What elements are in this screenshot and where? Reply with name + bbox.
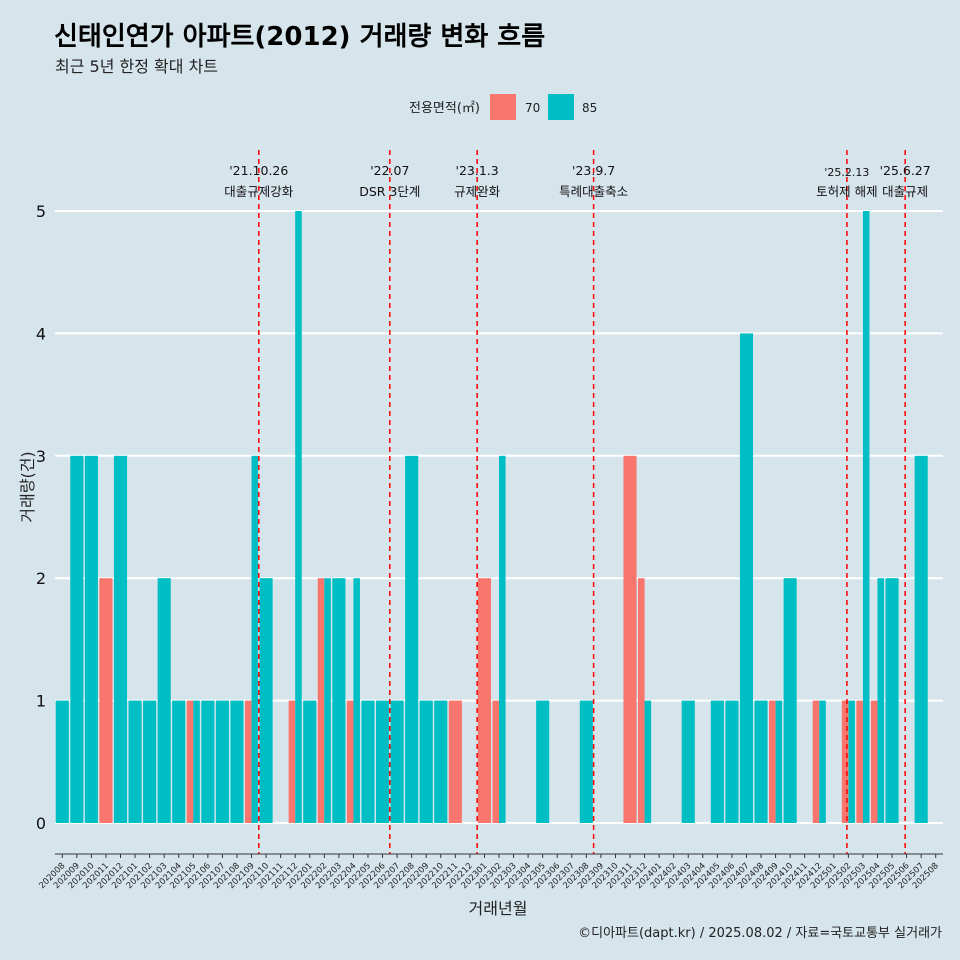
bar-85-202409	[775, 700, 783, 823]
bar-85-202406	[725, 700, 739, 823]
bar-85-202103	[157, 578, 171, 823]
bar-70-202301	[477, 578, 491, 823]
bar-70-202412	[812, 700, 820, 823]
bars	[55, 211, 928, 823]
bar-85-202302	[499, 455, 506, 823]
legend-swatch-85	[548, 94, 574, 120]
bar-85-202010	[84, 455, 98, 823]
bar-85-202408	[754, 700, 768, 823]
bar-85-202210	[434, 700, 448, 823]
bar-85-202312	[644, 700, 652, 823]
bar-85-202206	[375, 700, 390, 823]
bar-85-202104	[172, 700, 186, 823]
legend-label-85: 85	[582, 101, 597, 115]
bar-85-202209	[419, 700, 433, 823]
chart-title: 신태인연가 아파트(2012) 거래량 변화 흐름	[54, 22, 546, 52]
bar-70-202202	[317, 578, 325, 823]
y-axis-title: 거래량(건)	[18, 451, 37, 522]
bar-85-202405	[710, 700, 724, 823]
bar-85-202105	[193, 700, 200, 823]
bar-85-202012	[113, 455, 128, 823]
event-date-0: '21.10.26	[229, 163, 288, 178]
bar-85-202009	[70, 455, 84, 823]
event-date-2: '23.1.3	[456, 163, 499, 178]
bar-85-202403	[681, 700, 695, 823]
bar-85-202204	[353, 578, 360, 823]
legend: 전용면적(㎡) 70 85	[409, 94, 597, 120]
legend-swatch-70	[490, 94, 516, 120]
bar-85-202203	[332, 578, 346, 823]
event-label-1: DSR 3단계	[359, 184, 420, 199]
bar-85-202208	[405, 455, 419, 823]
event-label-0: 대출규제강화	[224, 184, 294, 199]
bar-70-202109	[244, 700, 252, 823]
bar-85-202507	[914, 455, 928, 823]
bar-85-202109	[251, 455, 259, 823]
y-tick-label-0: 0	[36, 814, 46, 833]
bar-70-202312	[638, 578, 645, 823]
source-caption: ©디아파트(dapt.kr) / 2025.08.02 / 자료=국토교통부 실…	[578, 926, 942, 941]
bar-85-202502	[848, 700, 855, 823]
bar-70-202311	[623, 455, 637, 823]
bar-85-202112	[295, 211, 302, 823]
y-tick-label-3: 3	[36, 447, 46, 466]
bar-85-202205	[361, 700, 375, 823]
event-date-3: '23.9.7	[572, 163, 615, 178]
legend-title: 전용면적(㎡)	[409, 101, 480, 116]
bar-85-202102	[143, 700, 157, 823]
x-axis-title: 거래년월	[469, 899, 528, 918]
event-label-3: 특례대출축소	[559, 184, 628, 199]
bar-85-202008	[55, 700, 69, 823]
axes: 0123452020082020092020102020112020122021…	[36, 202, 943, 891]
bar-70-202502	[841, 700, 849, 823]
bar-70-202503	[856, 700, 863, 823]
bar-85-202504	[877, 578, 885, 823]
event-label-5: 대출규제	[882, 184, 928, 199]
legend-label-70: 70	[525, 101, 540, 115]
chart-subtitle: 최근 5년 한정 확대 차트	[55, 57, 219, 76]
y-tick-label-2: 2	[36, 569, 46, 588]
bar-85-202101	[128, 700, 142, 823]
bar-85-202505	[885, 578, 899, 823]
bar-70-202112	[288, 700, 296, 823]
event-label-4: 토허제 해제	[816, 184, 877, 199]
bar-70-202409	[769, 700, 776, 823]
bar-70-202302	[492, 700, 499, 823]
bar-85-202503	[862, 211, 870, 823]
bar-85-202410	[783, 578, 797, 823]
bar-85-202107	[215, 700, 229, 823]
bar-85-202412	[819, 700, 826, 823]
bar-85-202202	[324, 578, 331, 823]
bar-85-202207	[390, 700, 404, 823]
bar-85-202108	[230, 700, 244, 823]
bar-70-202011	[99, 578, 113, 823]
event-date-1: '22.07	[370, 163, 409, 178]
y-tick-label-5: 5	[36, 202, 46, 221]
bar-85-202201	[303, 700, 317, 823]
y-tick-label-1: 1	[36, 692, 46, 711]
bar-85-202407	[739, 333, 754, 823]
bar-70-202504	[870, 700, 878, 823]
bar-85-202305	[536, 700, 550, 823]
event-date-4: '25.2.13	[824, 166, 869, 179]
bar-85-202110	[259, 578, 273, 823]
bar-85-202308	[579, 700, 593, 823]
bar-70-202204	[346, 700, 354, 823]
bar-70-202105	[186, 700, 194, 823]
bar-85-202106	[201, 700, 215, 823]
event-label-2: 규제완화	[454, 184, 501, 199]
event-annotations: '21.10.26 대출규제강화 '22.07 DSR 3단계 '23.1.3 규제완화 '…	[224, 150, 931, 854]
y-tick-label-4: 4	[36, 324, 46, 343]
event-date-5: '25.6.27	[880, 163, 931, 178]
bar-70-202211	[448, 700, 462, 823]
